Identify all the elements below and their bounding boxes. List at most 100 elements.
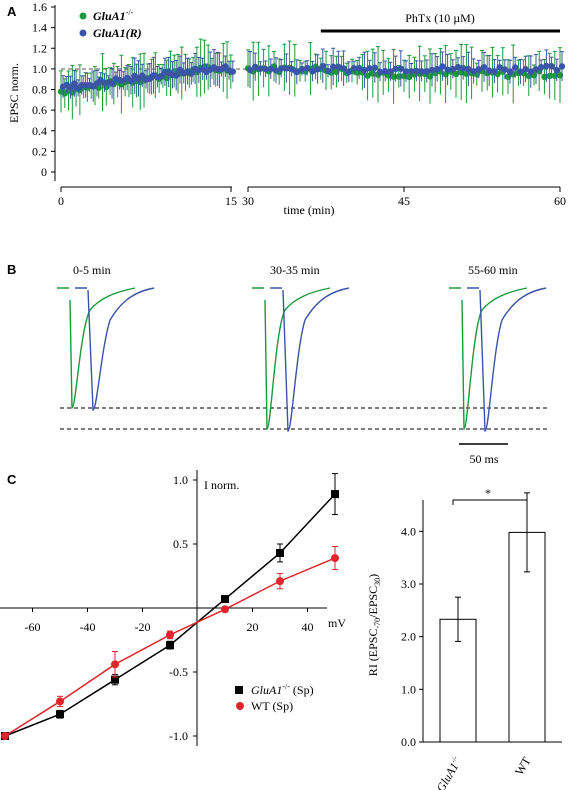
a-blue-point: [361, 66, 368, 74]
c-legend-marker-red: [236, 702, 244, 710]
c-legend-label-red: WT (Sp): [251, 699, 293, 713]
a-y-tick-label: 1.2: [32, 41, 47, 55]
a-x-tick-label: 45: [398, 194, 410, 208]
a-blue-point: [262, 65, 269, 73]
a-blue-point: [491, 68, 498, 75]
a-blue-point: [558, 63, 566, 70]
c-y-tick-label: -0.5: [169, 665, 188, 679]
a-blue-point: [288, 65, 295, 73]
a-blue-point: [423, 68, 430, 75]
a-blue-point: [157, 72, 165, 80]
panel-letter-a: A: [7, 4, 17, 19]
panel-c: C -60 -40 -20 20 40 1.0 0.5 -0.5 -1.0 I norm. m…: [0, 470, 346, 746]
a-blue-point: [376, 68, 384, 76]
a-y-ticks: 0 0.2 0.4 0.6 0.8 1.0 1.2 1.4 1.6: [32, 0, 55, 179]
a-blue-point: [538, 64, 545, 71]
c-point-square: [166, 641, 174, 650]
a-blue-point: [139, 72, 146, 79]
b-blue-trace: [87, 287, 155, 411]
b-green-trace: [461, 287, 528, 430]
a-blue-point: [267, 65, 274, 73]
a-blue-point: [127, 77, 135, 84]
a-blue-point: [496, 64, 503, 71]
c-x-label: mV: [328, 616, 346, 630]
b-label-0: 0-5 min: [73, 263, 111, 277]
cr-x-tick-name: WT: [512, 754, 534, 778]
b-green-trace: [69, 287, 136, 409]
a-blue-point: [293, 68, 300, 76]
a-blue-point: [356, 64, 363, 72]
c-x-tick-label: -60: [25, 620, 41, 634]
a-blue-point: [480, 63, 488, 71]
a-x-tick-label: 0: [58, 194, 64, 208]
a-y-tick-label: 0.2: [32, 144, 47, 158]
a-blue-point: [428, 66, 436, 74]
a-blue-point: [527, 68, 534, 76]
c-point-circle: [331, 554, 339, 563]
a-blue-point: [512, 64, 519, 71]
a-blue-point: [553, 66, 560, 74]
a-blue-point: [283, 65, 290, 72]
a-x-ticks: 0 15 30 45 60: [58, 187, 566, 208]
a-blue-point: [340, 65, 347, 72]
c-legend-marker-black: [235, 686, 243, 694]
a-y-tick-label: 0.6: [32, 103, 47, 117]
c-x-ticks: -60 -40 -20 20 40: [25, 608, 314, 634]
c-point-square: [276, 548, 284, 557]
c-y-ticks: 1.0 0.5 -0.5 -1.0: [169, 473, 197, 743]
a-blue-point: [335, 63, 342, 70]
cr-significance-bracket: [452, 499, 528, 505]
a-legend-label-green: GluA1-/-: [93, 8, 134, 23]
a-blue-point: [350, 64, 358, 72]
a-blue-point: [408, 68, 415, 75]
c-point-circle: [276, 577, 284, 586]
b-label-1: 30-35 min: [270, 263, 320, 277]
a-legend-marker-green: [79, 12, 87, 20]
cr-x-tick-label: WT: [512, 754, 534, 778]
b-blue-trace: [479, 287, 547, 432]
a-blue-point: [366, 65, 373, 72]
a-blue-point: [397, 65, 404, 72]
a-blue-point: [246, 66, 254, 74]
a-blue-point: [517, 68, 524, 75]
a-blue-point: [434, 65, 441, 73]
c-x-tick-label: 40: [302, 620, 314, 634]
a-y-label: EPSC norm.: [7, 63, 21, 123]
c-point-circle: [1, 732, 9, 740]
a-blue-point: [444, 66, 451, 73]
panel-letter-c: C: [7, 472, 17, 487]
a-blue-point: [272, 67, 280, 74]
a-blue-point: [304, 64, 311, 72]
cr-y-tick-label: 3.0: [401, 577, 416, 591]
cr-y-tick-label: 2.0: [401, 630, 416, 644]
a-x-label: time (min): [284, 203, 335, 217]
a-blue-point: [173, 72, 180, 79]
a-blue-point: [298, 65, 306, 73]
b-green-trace: [264, 287, 331, 430]
c-y-tick-label: -1.0: [169, 729, 188, 743]
a-blue-point: [449, 65, 456, 73]
cr-x-tick-sup: -/-: [449, 754, 460, 764]
cr-y-ticks: 0.0 1.0 2.0 3.0 4.0: [401, 524, 423, 749]
a-blue-point: [324, 67, 332, 75]
a-blue-point: [486, 67, 493, 74]
cr-x-ticks: GluA1-/- WT: [433, 754, 533, 790]
c-legend-black-name: GluA1: [251, 683, 282, 697]
c-point-circle: [166, 630, 174, 639]
panel-a: A 0 0.2 0.4 0.6 0.8 1.0 1.2 1.4 1.6 0 15 30 45 60 EP…: [7, 0, 566, 217]
cr-y-tick-label: 1.0: [401, 682, 416, 696]
c-series: [1, 473, 339, 740]
a-blue-point: [454, 63, 462, 71]
a-blue-point: [532, 66, 540, 73]
c-point-circle: [111, 660, 119, 669]
a-blue-point: [309, 68, 316, 75]
a-x-tick-label: 15: [225, 194, 237, 208]
a-blue-point: [501, 66, 508, 73]
c-y-tick-label: 0.5: [173, 537, 188, 551]
a-blue-point: [314, 66, 321, 73]
panel-c-bar: 0.0 1.0 2.0 3.0 4.0 RI (EPSC-70/EPSC30) * Gl…: [366, 486, 562, 790]
a-blue-point: [548, 63, 555, 70]
a-blue-point: [402, 68, 410, 75]
b-label-2: 55-60 min: [468, 263, 518, 277]
c-x-tick-label: 20: [247, 620, 259, 634]
